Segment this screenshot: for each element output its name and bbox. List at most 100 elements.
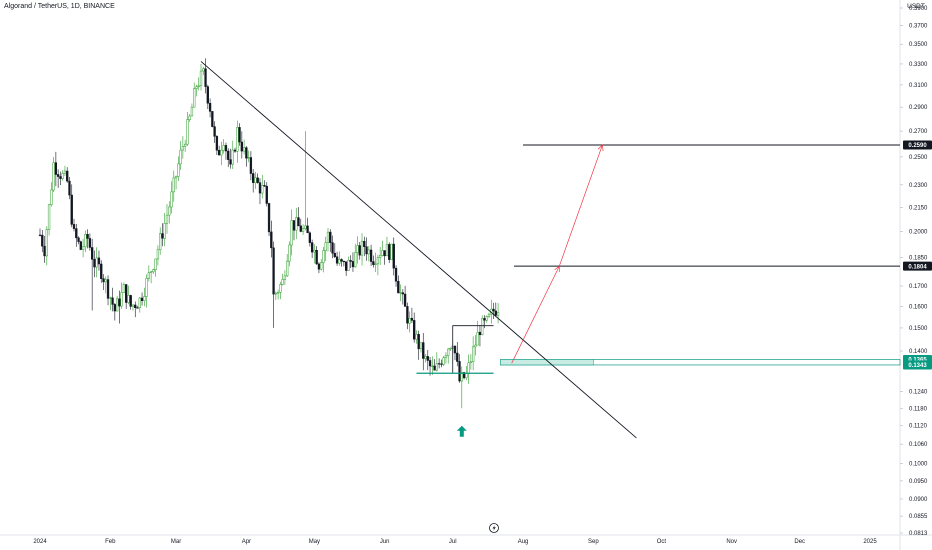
candle-body	[231, 149, 234, 165]
bull-candle	[356, 236, 359, 264]
candle-body	[213, 126, 216, 137]
bull-candle	[202, 66, 205, 76]
candle-body	[172, 177, 175, 193]
candle-body	[399, 292, 402, 294]
bull-candle	[168, 201, 171, 224]
bear-candle	[392, 237, 395, 276]
bear-candle	[227, 148, 230, 168]
candle-body	[433, 365, 436, 371]
bear-candle	[204, 58, 207, 94]
bear-candle	[68, 177, 71, 200]
candle-body	[149, 271, 153, 273]
bull-candle	[274, 291, 277, 300]
bull-candle	[179, 141, 182, 170]
candle-body	[145, 278, 148, 297]
candle-body	[338, 259, 341, 264]
candle-body	[125, 284, 128, 303]
y-tick-label: 0.2000	[909, 230, 928, 236]
bear-candle	[75, 223, 78, 247]
candle-body	[263, 185, 266, 187]
bear-candle	[433, 359, 436, 371]
candle-body	[113, 304, 116, 312]
bear-candle	[256, 173, 259, 184]
bear-candle	[329, 229, 332, 252]
y-tick-label: 0.3500	[909, 42, 928, 48]
y-tick-label: 0.0813	[909, 531, 928, 537]
bear-candle	[344, 261, 348, 276]
bull-candle	[290, 209, 293, 256]
bear-candle	[331, 235, 334, 259]
bear-candle	[233, 147, 237, 153]
candle-body	[140, 297, 144, 302]
candle-body	[306, 225, 309, 234]
bear-candle	[100, 260, 103, 283]
bear-candle	[263, 180, 266, 188]
bear-candle	[97, 250, 101, 271]
bull-candle	[143, 287, 146, 307]
candle-body	[186, 119, 189, 145]
candle-body	[397, 280, 400, 294]
candle-body	[134, 304, 137, 309]
bear-candle	[106, 275, 110, 306]
candle-body	[199, 70, 203, 87]
bear-candle	[349, 255, 352, 268]
bull-candle	[415, 330, 418, 344]
x-tick-label: Dec	[794, 539, 805, 545]
bull-candle	[424, 353, 427, 363]
bear-candle	[458, 354, 461, 383]
candle-body	[224, 145, 228, 152]
bear-candle	[125, 284, 128, 309]
bull-candle	[127, 285, 130, 305]
candle-body	[435, 363, 439, 371]
bull-candle	[288, 241, 291, 267]
time-axis[interactable]: 2024 Feb Mar Apr May Jun Jul Aug Sep Oct Nov Dec 202…	[33, 539, 877, 545]
x-tick-label: May	[309, 539, 320, 545]
candle-body	[72, 224, 76, 229]
bear-candle	[292, 220, 296, 241]
bull-candle	[276, 289, 280, 300]
candle-body	[304, 225, 307, 229]
bear-candle	[140, 292, 144, 306]
bull-candle	[131, 304, 135, 311]
candle-body	[75, 228, 78, 239]
bear-candle	[41, 229, 44, 253]
bear-candle	[317, 262, 321, 274]
bear-candle	[372, 255, 375, 268]
candle-body	[204, 68, 207, 87]
x-tick-label: Jun	[380, 539, 390, 545]
candle-body	[376, 257, 380, 265]
bear-candle	[229, 148, 232, 169]
bear-candle	[213, 121, 216, 143]
bull-candle	[283, 270, 287, 285]
candle-body	[310, 242, 314, 253]
bear-candle	[272, 241, 275, 328]
candle-body	[136, 307, 139, 309]
bull-candle	[138, 297, 141, 313]
bear-candle	[245, 146, 248, 167]
candle-body	[220, 149, 223, 156]
projection-arrowhead	[554, 265, 560, 273]
candle-body	[109, 297, 112, 299]
bull-candle	[156, 245, 160, 266]
lightning-icon[interactable]	[489, 523, 499, 533]
candle-body	[481, 318, 484, 336]
candle-body	[487, 313, 491, 317]
candle-body	[63, 170, 67, 174]
candle-body	[43, 245, 46, 257]
price-axis[interactable]: 0.3900 0.3700 0.3500 0.3300 0.3100 0.2900 0.27…	[900, 6, 928, 537]
bull-candle	[254, 171, 257, 189]
bull-candle	[447, 347, 450, 364]
candle-body	[485, 316, 488, 321]
candle-body	[50, 189, 53, 206]
candle-body	[270, 231, 273, 249]
candle-body	[261, 185, 264, 194]
bear-candle	[342, 260, 346, 267]
projection-arrowhead	[597, 144, 604, 152]
candle-body	[358, 245, 361, 256]
candle-body	[440, 363, 443, 365]
bear-candle	[492, 302, 495, 320]
bull-candle	[320, 258, 323, 271]
candle-body	[369, 249, 373, 262]
bear-candle	[401, 289, 404, 305]
